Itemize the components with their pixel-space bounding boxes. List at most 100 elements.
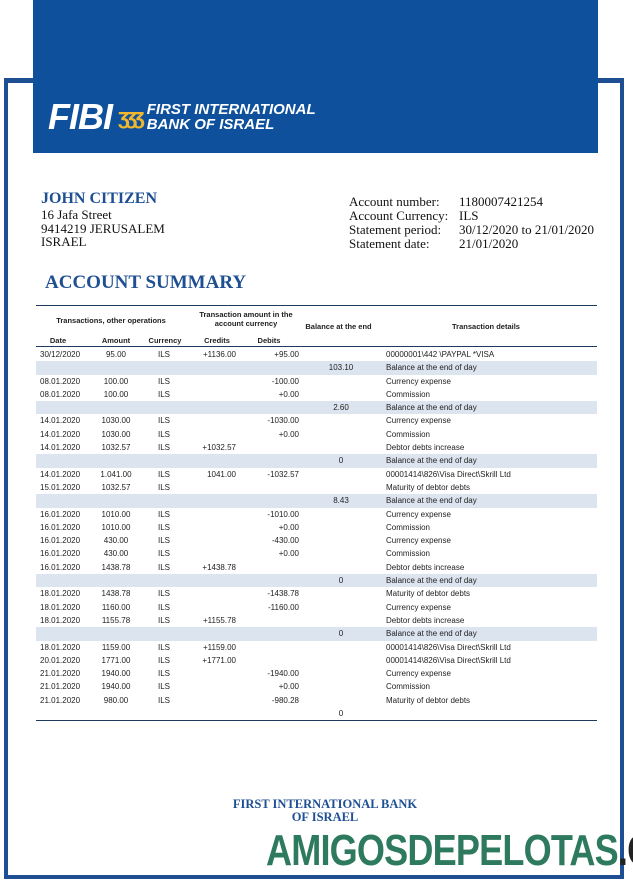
cell-date: 14.01.2020 bbox=[40, 429, 81, 439]
table-row: 21.01.2020 980.00 ILS -980.28 Maturity of de… bbox=[36, 694, 597, 707]
cell-details: Commission bbox=[386, 389, 431, 399]
account-currency-row: Account Currency: ILS bbox=[349, 209, 594, 223]
balance-row: 0 Balance at the end of day bbox=[36, 454, 597, 468]
table-row: 18.01.2020 1160.00 ILS -1160.00 Currency exp… bbox=[36, 601, 597, 614]
cell-date: 16.01.2020 bbox=[40, 549, 81, 559]
balance-row: 0 Balance at the end of day bbox=[36, 574, 597, 588]
cell-details: Balance at the end of day bbox=[386, 363, 477, 373]
cell-date: 14.01.2020 bbox=[40, 469, 81, 479]
table-row: 18.01.2020 1438.78 ILS -1438.78 Maturity of … bbox=[36, 587, 597, 600]
cell-amount: 1438.78 bbox=[101, 589, 131, 599]
cell-debits: +0.00 bbox=[278, 549, 299, 559]
cell-currency: ILS bbox=[158, 549, 171, 559]
cell-date: 14.01.2020 bbox=[40, 443, 81, 453]
table-row: 20.01.2020 1771.00 ILS +1771.00 00001414\826… bbox=[36, 654, 597, 667]
cell-amount: 430.00 bbox=[103, 549, 129, 559]
cell-debits: -1160.00 bbox=[268, 602, 299, 612]
value: 21/01/2020 bbox=[459, 236, 519, 251]
cell-details: Commission bbox=[386, 682, 431, 692]
table-row: 08.01.2020 100.00 ILS -100.00 Currency expen… bbox=[36, 375, 597, 388]
cell-details: Commission bbox=[386, 549, 431, 559]
header-debits: Debits bbox=[257, 336, 281, 345]
cell-debits: +0.00 bbox=[278, 389, 299, 399]
cell-amount: 1159.00 bbox=[101, 642, 131, 652]
cell-details: Currency expense bbox=[386, 416, 451, 426]
label: Statement period: bbox=[349, 222, 442, 237]
cell-details: Currency expense bbox=[386, 509, 451, 519]
cell-debits: +95.00 bbox=[274, 350, 299, 359]
customer-country: ISRAEL bbox=[41, 234, 87, 249]
table-row: 14.01.2020 1.041.00 ILS 1041.00 -1032.57 0000… bbox=[36, 468, 597, 481]
cell-amount: 1010.00 bbox=[101, 509, 131, 519]
balance-row: 103.10 Balance at the end of day bbox=[36, 361, 597, 375]
table-row: 14.01.2020 1032.57 ILS +1032.57 Debtor debts… bbox=[36, 441, 597, 454]
cell-credits: +1136.00 bbox=[203, 350, 236, 359]
cell-details: Currency expense bbox=[386, 602, 451, 612]
cell-currency: ILS bbox=[158, 682, 171, 692]
cell-currency: ILS bbox=[158, 669, 171, 679]
cell-date: 18.01.2020 bbox=[40, 589, 81, 599]
cell-date: 21.01.2020 bbox=[40, 682, 81, 692]
cell-debits: +0.00 bbox=[278, 429, 299, 439]
table-row: 16.01.2020 1438.78 ILS +1438.78 Debtor debts… bbox=[36, 561, 597, 574]
cell-date: 21.01.2020 bbox=[40, 695, 81, 705]
cell-currency: ILS bbox=[158, 416, 171, 426]
cell-currency: ILS bbox=[158, 655, 171, 665]
cell-amount: 100.00 bbox=[103, 376, 129, 386]
watermark-main: AMIGOSDEPELOTAS bbox=[266, 826, 619, 875]
cell-amount: 1010.00 bbox=[101, 522, 131, 532]
cell-date: 16.01.2020 bbox=[40, 509, 81, 519]
cell-amount: 1438.78 bbox=[101, 562, 131, 572]
label: Statement date: bbox=[349, 236, 430, 251]
cell-debits: -430.00 bbox=[271, 536, 299, 546]
header-balance: Balance at the end bbox=[305, 322, 372, 331]
cell-balance: 0 bbox=[338, 709, 344, 719]
cell-currency: ILS bbox=[158, 389, 171, 399]
cell-balance: 103.10 bbox=[328, 363, 354, 373]
cell-amount: 1032.57 bbox=[101, 482, 131, 492]
cell-date: 16.01.2020 bbox=[40, 522, 81, 532]
account-number-row: Account number: 1180007421254 bbox=[349, 195, 594, 209]
cell-details: Debtor debts increase bbox=[386, 562, 465, 572]
customer-address2: 9414219 JERUSALEM bbox=[41, 220, 165, 236]
table-row: 18.01.2020 1159.00 ILS +1159.00 00001414\826… bbox=[36, 641, 597, 654]
cell-currency: ILS bbox=[158, 536, 171, 546]
cell-details: Maturity of debtor debts bbox=[386, 695, 471, 705]
header-details: Transaction details bbox=[452, 322, 520, 331]
cell-balance: 8.43 bbox=[333, 496, 349, 506]
cell-date: 20.01.2020 bbox=[40, 655, 81, 665]
value: 30/12/2020 to 21/01/2020 bbox=[459, 222, 595, 237]
cell-balance: 2.60 bbox=[333, 403, 349, 413]
cell-debits: +0.00 bbox=[278, 522, 299, 532]
cell-amount: 95.00 bbox=[105, 350, 127, 359]
cell-amount: 1155.78 bbox=[101, 615, 131, 625]
cell-currency: ILS bbox=[158, 615, 171, 625]
cell-date: 21.01.2020 bbox=[40, 669, 81, 679]
cell-date: 18.01.2020 bbox=[40, 602, 81, 612]
customer-address1: 16 Jafa Street bbox=[41, 207, 112, 222]
cell-amount: 1160.00 bbox=[101, 602, 131, 612]
group-header-amount: Transaction amount in the account curren… bbox=[199, 310, 293, 328]
cell-currency: ILS bbox=[158, 642, 171, 652]
footer-bank-name: FIRST INTERNATIONAL BANK OF ISRAEL bbox=[200, 798, 450, 824]
cell-date: 18.01.2020 bbox=[40, 642, 81, 652]
cell-date: 08.01.2020 bbox=[40, 376, 81, 386]
cell-amount: 1030.00 bbox=[101, 416, 131, 426]
cell-credits: +1155.78 bbox=[203, 615, 236, 625]
cell-date: 08.01.2020 bbox=[40, 389, 81, 399]
cell-details: Currency expense bbox=[386, 669, 451, 679]
watermark: AMIGOSDEPELOTAS.COM bbox=[266, 826, 633, 876]
cell-debits: -1010.00 bbox=[267, 509, 299, 519]
cell-details: 00001414\826\Visa Direct\Skrill Ltd bbox=[386, 655, 511, 665]
group-header-transactions: Transactions, other operations bbox=[56, 316, 166, 325]
logo-line2: BANK OF ISRAEL bbox=[146, 116, 275, 133]
table-row: 16.01.2020 1010.00 ILS -1010.00 Currency exp… bbox=[36, 508, 597, 521]
cell-details: Balance at the end of day bbox=[386, 456, 477, 466]
cell-amount: 100.00 bbox=[103, 389, 129, 399]
cell-details: Balance at the end of day bbox=[386, 496, 477, 506]
header-amount: Amount bbox=[101, 336, 131, 345]
cell-currency: ILS bbox=[158, 562, 171, 572]
cell-currency: ILS bbox=[158, 509, 171, 519]
cell-amount: 1940.00 bbox=[101, 682, 131, 692]
